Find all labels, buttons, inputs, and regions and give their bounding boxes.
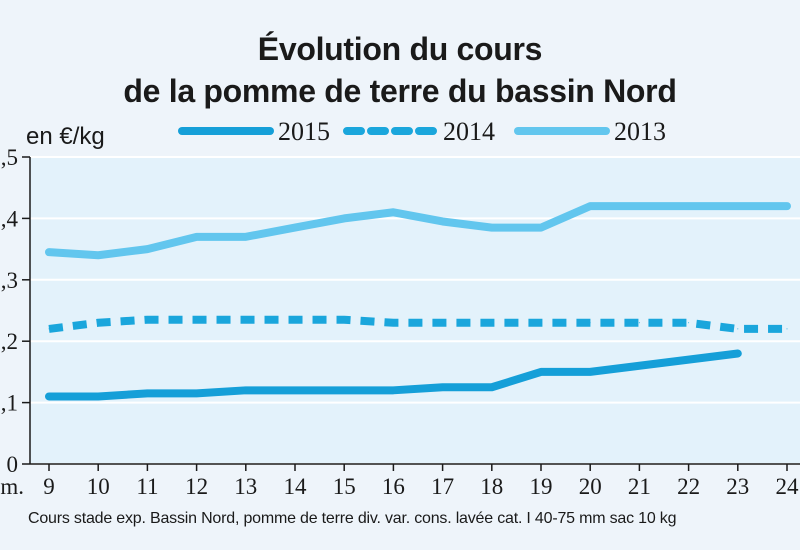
x-tick-label: 11 bbox=[136, 474, 158, 499]
x-tick-label: 14 bbox=[284, 474, 308, 499]
y-tick-label: 0,5 bbox=[0, 145, 18, 170]
data-point-2014 bbox=[491, 322, 493, 324]
legend-label: 2013 bbox=[614, 117, 666, 146]
data-point-2015 bbox=[737, 352, 739, 354]
chart-title-line-1: Évolution du cours bbox=[257, 31, 543, 67]
legend: 2015 2014 2013 bbox=[178, 117, 666, 146]
series-lines bbox=[45, 202, 791, 401]
data-point-2014 bbox=[688, 322, 690, 324]
x-tick-labels: 9 10 11 12 13 14 15 16 17 18 19 20 21 22 23 24 Sem. bbox=[0, 464, 799, 499]
data-point-2015 bbox=[638, 365, 640, 367]
data-point-2014 bbox=[638, 322, 640, 324]
data-point-2013 bbox=[491, 227, 493, 229]
y-tick-labels: 0 0,1 0,2 0,3 0,4 0,5 bbox=[0, 145, 19, 477]
data-point-2014 bbox=[343, 319, 345, 321]
data-point-2014 bbox=[589, 322, 591, 324]
chart-title: Évolution du cours de la pomme de terre … bbox=[0, 28, 800, 112]
x-tick-label: 17 bbox=[431, 474, 454, 499]
data-point-2013 bbox=[737, 205, 739, 207]
data-point-2015 bbox=[540, 371, 542, 373]
series-line-2013 bbox=[45, 202, 791, 260]
data-point-2013 bbox=[638, 205, 640, 207]
data-point-2013 bbox=[540, 227, 542, 229]
data-point-2013 bbox=[196, 236, 198, 238]
data-point-2015 bbox=[196, 392, 198, 394]
data-point-2015 bbox=[491, 386, 493, 388]
x-tick-label: 23 bbox=[726, 474, 749, 499]
data-point-2015 bbox=[146, 392, 148, 394]
source-note: Cours stade exp. Bassin Nord, pomme de t… bbox=[28, 510, 677, 527]
data-point-2014 bbox=[442, 322, 444, 324]
x-axis-prefix-label: Sem. bbox=[0, 474, 24, 499]
x-tick-label: 12 bbox=[185, 474, 208, 499]
data-point-2015 bbox=[688, 359, 690, 361]
data-point-2015 bbox=[245, 389, 247, 391]
x-tick-label: 18 bbox=[480, 474, 503, 499]
x-tick-label: 15 bbox=[333, 474, 356, 499]
x-tick-label: 24 bbox=[776, 474, 800, 499]
data-point-2014 bbox=[48, 328, 50, 330]
x-tick-label: 10 bbox=[87, 474, 110, 499]
x-tick-label: 22 bbox=[677, 474, 700, 499]
data-point-2014 bbox=[97, 322, 99, 324]
y-axis-unit-label: en €/kg bbox=[26, 123, 105, 150]
data-point-2013 bbox=[392, 211, 394, 213]
y-tick-label: 0,2 bbox=[0, 329, 18, 354]
data-point-2014 bbox=[737, 328, 739, 330]
data-point-2013 bbox=[589, 205, 591, 207]
x-tick-label: 16 bbox=[382, 474, 405, 499]
y-tick-label: 0,4 bbox=[0, 206, 19, 231]
x-tick-label: 19 bbox=[530, 474, 553, 499]
data-point-2013 bbox=[294, 227, 296, 229]
legend-label: 2015 bbox=[278, 117, 330, 146]
data-point-2013 bbox=[343, 217, 345, 219]
data-point-2015 bbox=[343, 389, 345, 391]
data-point-2013 bbox=[146, 248, 148, 250]
data-point-2014 bbox=[294, 319, 296, 321]
data-point-2014 bbox=[146, 319, 148, 321]
data-point-2015 bbox=[294, 389, 296, 391]
data-point-2014 bbox=[392, 322, 394, 324]
data-point-2013 bbox=[442, 220, 444, 222]
y-tick-label: 0 bbox=[7, 452, 19, 477]
data-point-2013 bbox=[97, 254, 99, 256]
data-point-2014 bbox=[245, 319, 247, 321]
y-tick-label: 0,3 bbox=[0, 268, 18, 293]
x-tick-label: 13 bbox=[234, 474, 257, 499]
data-point-2015 bbox=[589, 371, 591, 373]
data-point-2014 bbox=[786, 328, 788, 330]
x-tick-label: 20 bbox=[579, 474, 602, 499]
legend-label: 2014 bbox=[443, 117, 495, 146]
data-point-2015 bbox=[48, 395, 50, 397]
y-tick-label: 0,1 bbox=[0, 391, 18, 416]
data-point-2013 bbox=[786, 205, 788, 207]
series-line-2014 bbox=[48, 315, 787, 333]
data-point-2015 bbox=[97, 395, 99, 397]
data-point-2013 bbox=[688, 205, 690, 207]
axes bbox=[29, 157, 800, 465]
x-tick-label: 9 bbox=[43, 474, 55, 499]
data-point-2015 bbox=[392, 389, 394, 391]
data-point-2015 bbox=[442, 386, 444, 388]
data-point-2013 bbox=[245, 236, 247, 238]
x-tick-label: 21 bbox=[628, 474, 651, 499]
data-point-2014 bbox=[540, 322, 542, 324]
chart-title-line-2: de la pomme de terre du bassin Nord bbox=[123, 73, 677, 109]
data-point-2013 bbox=[48, 251, 50, 253]
data-point-2014 bbox=[196, 319, 198, 321]
